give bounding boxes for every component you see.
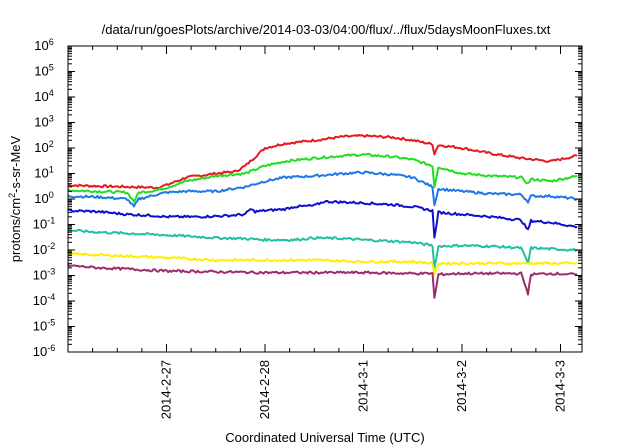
plot-lines (67, 133, 578, 299)
series-line-1 (67, 133, 578, 190)
y-axis-label-suffix: -s-sr-MeV (8, 135, 23, 192)
y-axis-label-sup: 2 (7, 193, 17, 198)
series-line-3 (67, 170, 578, 208)
x-tick-label: 2014-3-3 (553, 360, 568, 412)
series-line-6 (67, 252, 578, 276)
y-tick-label: 10-6 (33, 343, 55, 359)
series-line-5 (67, 228, 578, 269)
y-axis-label: protons/cm2-s-sr-MeV (7, 135, 23, 262)
x-tick-label: 2014-3-2 (454, 360, 469, 412)
y-tick-label: 10-1 (33, 216, 55, 232)
y-tick-label: 10-3 (33, 267, 55, 283)
y-tick-label: 104 (34, 88, 53, 104)
x-tick-label: 2014-3-1 (356, 360, 371, 412)
y-tick-label: 102 (34, 139, 53, 155)
y-tick-label: 101 (34, 165, 53, 181)
y-tick-label: 10-5 (33, 318, 55, 334)
series-line-2 (67, 152, 578, 203)
series-line-7 (67, 263, 578, 299)
y-tick-label: 100 (34, 190, 53, 206)
x-axis: 2014-2-27 2014-2-28 2014-3-1 2014-3-2 2014-3… (92, 46, 568, 419)
y-tick-label: 105 (34, 63, 53, 79)
y-tick-label: 10-2 (33, 241, 55, 257)
y-axis: 106 105 104 103 102 101 100 10-1 10-2 10-3 10-4 10-… (33, 37, 582, 359)
y-tick-label: 10-4 (33, 292, 55, 308)
series-line-4 (67, 199, 578, 239)
y-tick-label: 106 (34, 37, 53, 53)
y-axis-label-prefix: protons/cm (8, 198, 23, 262)
x-axis-label: Coordinated Universal Time (UTC) (225, 430, 424, 445)
chart-title: /data/run/goesPlots/archive/2014-03-03/0… (102, 22, 551, 37)
x-tick-label: 2014-2-27 (159, 360, 174, 419)
y-tick-label: 103 (34, 114, 53, 130)
x-tick-label: 2014-2-28 (257, 360, 272, 419)
